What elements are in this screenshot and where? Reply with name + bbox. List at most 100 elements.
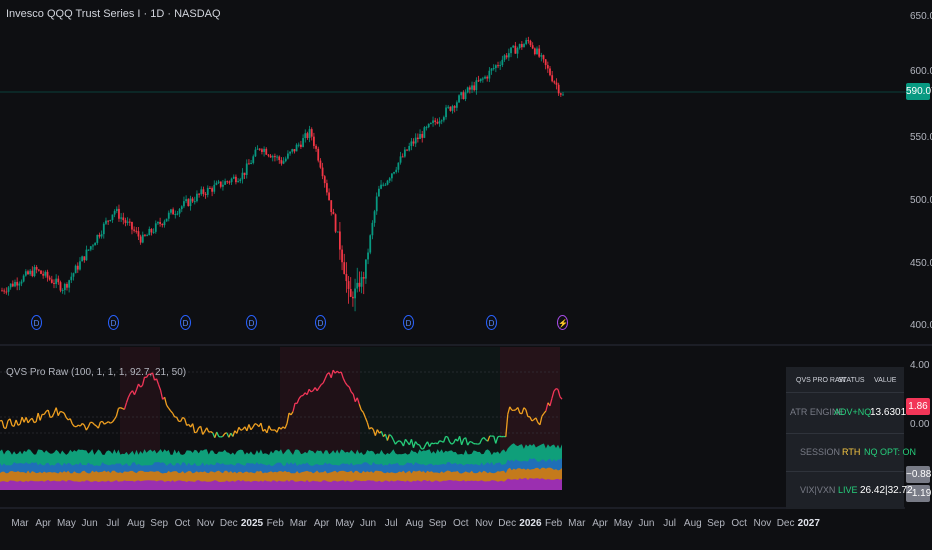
time-axis-label: Jun: [638, 518, 655, 529]
candle-body: [14, 281, 16, 287]
candle-body: [289, 151, 291, 154]
candle-body: [382, 184, 385, 186]
candle-body: [113, 211, 116, 215]
dividend-marker-icon[interactable]: D: [246, 315, 257, 330]
dividend-marker-icon[interactable]: D: [180, 315, 191, 330]
oscillator-segment: [19, 416, 23, 425]
time-axis-label: Apr: [313, 518, 330, 529]
oscillator-segment: [75, 424, 79, 428]
oscillator-segment: [553, 388, 557, 392]
candle-body: [187, 199, 190, 207]
candle-body: [551, 75, 554, 82]
candle-body: [536, 48, 538, 55]
oscillator-segment: [1, 420, 5, 429]
dividend-marker-icon[interactable]: D: [108, 315, 119, 330]
candle-body: [295, 144, 298, 152]
oscillator-segment: [439, 440, 442, 443]
candle-body: [527, 40, 530, 42]
oscillator-segment: [437, 440, 441, 445]
oscillator-segment: [210, 431, 214, 434]
candle-body: [100, 234, 103, 237]
oscillator-segment: [77, 424, 81, 427]
candle-body: [235, 176, 237, 183]
candle-body: [148, 228, 151, 236]
candle-body: [150, 228, 153, 233]
oscillator-segment: [184, 418, 188, 426]
candle-body: [501, 59, 504, 66]
candle-body: [16, 281, 19, 286]
candle-body: [412, 141, 415, 144]
time-axis-label: Oct: [731, 518, 747, 529]
candle-body: [323, 176, 326, 184]
oscillator-segment: [91, 422, 95, 426]
candle-body: [278, 156, 281, 161]
candle-body: [172, 209, 175, 215]
oscillator-segment: [523, 407, 527, 411]
candle-body: [161, 223, 164, 226]
candle-body: [243, 172, 246, 175]
oscillator-segment: [461, 438, 465, 446]
candle-body: [380, 184, 382, 189]
indicator-title[interactable]: QVS Pro Raw (100, 1, 1, 1, 92.7, 21, 50): [6, 367, 187, 378]
candle-body: [349, 288, 352, 297]
oscillator-segment: [306, 389, 310, 395]
time-axis-label: Apr: [35, 518, 51, 529]
candle-body: [481, 78, 484, 80]
candle-body: [356, 282, 359, 289]
candle-body: [274, 156, 276, 158]
oscillator-segment: [159, 390, 164, 400]
candle-body: [102, 223, 105, 235]
candle-body: [341, 249, 343, 263]
oscillator-segment: [176, 416, 180, 422]
oscillator-segment: [414, 441, 419, 445]
candle-body: [354, 288, 356, 299]
candle-body: [157, 222, 159, 224]
oscillator-segment: [166, 404, 170, 409]
candle-body: [414, 137, 417, 144]
candle-body: [291, 149, 294, 152]
band-purple: [0, 478, 562, 490]
oscillator-segment: [31, 418, 35, 423]
oscillator-segment: [133, 389, 138, 395]
dividend-marker-icon[interactable]: D: [403, 315, 414, 330]
candle-body: [549, 68, 551, 76]
event-marker-icon[interactable]: ⚡: [557, 315, 568, 330]
oscillator-segment: [13, 419, 17, 427]
candle-body: [451, 106, 454, 111]
candle-body: [254, 149, 257, 157]
oscillator-segment: [43, 410, 47, 415]
oscillator-segment: [290, 411, 294, 416]
candle-body: [423, 127, 426, 138]
candle-body: [523, 44, 525, 48]
dividend-marker-icon[interactable]: D: [486, 315, 497, 330]
candle-body: [373, 211, 376, 223]
candle-body: [209, 187, 211, 189]
candle-body: [128, 221, 131, 223]
oscillator-segment: [17, 423, 21, 426]
time-axis-label: Jul: [663, 518, 676, 529]
oscillator-segment: [318, 384, 322, 389]
candle-body: [367, 252, 369, 260]
candle-body: [436, 121, 439, 124]
oscillator-segment: [120, 407, 123, 410]
candle-body: [490, 68, 493, 71]
dividend-marker-icon[interactable]: D: [315, 315, 326, 330]
candle-body: [516, 48, 519, 54]
oscillator-segment: [360, 409, 364, 413]
candle-body: [241, 172, 244, 180]
oscillator-segment: [388, 433, 392, 437]
candle-body: [185, 199, 188, 202]
oscillator-segment: [364, 417, 368, 423]
oscillator-segment: [168, 407, 172, 412]
oscillator-segment: [380, 431, 384, 437]
oscillator-segment: [216, 431, 220, 437]
candle-body: [89, 246, 92, 250]
candle-body: [358, 282, 361, 287]
time-axis-label: Jun: [359, 518, 377, 529]
candle-body: [464, 92, 467, 100]
dividend-marker-icon[interactable]: D: [31, 315, 42, 330]
candle-body: [115, 208, 118, 212]
candle-body: [442, 117, 445, 121]
oscillator-segment: [87, 422, 91, 428]
